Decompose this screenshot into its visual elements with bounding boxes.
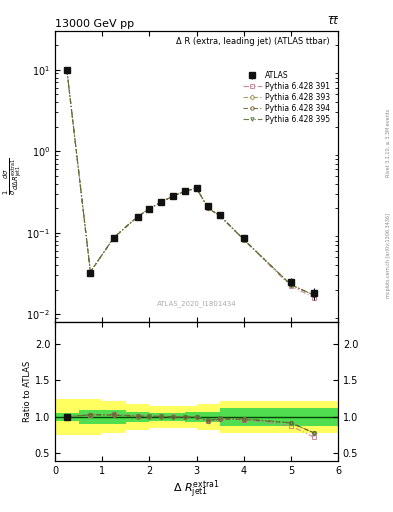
Pythia 6.428 391 — [135, 214, 140, 220]
Pythia 6.428 395 — [112, 234, 116, 240]
Pythia 6.428 391 — [112, 234, 116, 240]
Pythia 6.428 391 — [312, 294, 317, 301]
Pythia 6.428 395 — [159, 199, 163, 205]
Pythia 6.428 395 — [218, 212, 222, 219]
Pythia 6.428 393 — [218, 212, 222, 219]
Pythia 6.428 394 — [112, 234, 116, 241]
Pythia 6.428 394 — [194, 185, 199, 191]
Pythia 6.428 393 — [241, 236, 246, 242]
Pythia 6.428 391 — [194, 185, 199, 191]
Pythia 6.428 391 — [147, 205, 152, 211]
Pythia 6.428 391 — [159, 199, 163, 205]
Pythia 6.428 393 — [88, 269, 93, 275]
Pythia 6.428 395 — [88, 269, 93, 275]
Pythia 6.428 394 — [135, 214, 140, 220]
Pythia 6.428 395 — [194, 185, 199, 191]
Pythia 6.428 394 — [147, 206, 152, 212]
Pythia 6.428 395 — [206, 205, 211, 211]
Pythia 6.428 394 — [312, 292, 317, 298]
Pythia 6.428 391 — [288, 283, 293, 289]
Text: t̅t̅: t̅t̅ — [329, 16, 338, 26]
Pythia 6.428 394 — [182, 188, 187, 195]
Text: 13000 GeV pp: 13000 GeV pp — [55, 18, 134, 29]
Pythia 6.428 395 — [182, 188, 187, 195]
Pythia 6.428 395 — [135, 214, 140, 220]
Text: mcplots.cern.ch [arXiv:1306.3436]: mcplots.cern.ch [arXiv:1306.3436] — [386, 214, 391, 298]
Pythia 6.428 391 — [64, 67, 69, 73]
Pythia 6.428 391 — [182, 188, 187, 195]
Legend: ATLAS, Pythia 6.428 391, Pythia 6.428 393, Pythia 6.428 394, Pythia 6.428 395: ATLAS, Pythia 6.428 391, Pythia 6.428 39… — [241, 70, 331, 125]
Pythia 6.428 395 — [64, 67, 69, 73]
Pythia 6.428 391 — [88, 269, 93, 275]
Line: Pythia 6.428 393: Pythia 6.428 393 — [65, 68, 316, 297]
Pythia 6.428 393 — [288, 282, 293, 288]
Pythia 6.428 394 — [64, 67, 69, 73]
Y-axis label: Ratio to ATLAS: Ratio to ATLAS — [23, 361, 32, 422]
Text: ATLAS_2020_I1801434: ATLAS_2020_I1801434 — [157, 301, 236, 308]
Pythia 6.428 393 — [135, 214, 140, 220]
Pythia 6.428 391 — [206, 205, 211, 211]
Pythia 6.428 394 — [241, 237, 246, 243]
Pythia 6.428 393 — [312, 292, 317, 298]
Pythia 6.428 391 — [171, 193, 175, 199]
Line: Pythia 6.428 395: Pythia 6.428 395 — [65, 68, 316, 297]
Line: Pythia 6.428 391: Pythia 6.428 391 — [65, 68, 316, 299]
Pythia 6.428 395 — [171, 193, 175, 199]
Pythia 6.428 393 — [171, 193, 175, 199]
Pythia 6.428 394 — [288, 282, 293, 288]
Pythia 6.428 393 — [182, 188, 187, 195]
Pythia 6.428 394 — [171, 193, 175, 199]
Pythia 6.428 394 — [88, 269, 93, 275]
Text: Rivet 3.1.10, ≥ 3.3M events: Rivet 3.1.10, ≥ 3.3M events — [386, 109, 391, 178]
Pythia 6.428 391 — [218, 213, 222, 219]
Pythia 6.428 395 — [312, 292, 317, 298]
Pythia 6.428 395 — [147, 206, 152, 212]
Pythia 6.428 394 — [218, 213, 222, 219]
Pythia 6.428 393 — [194, 185, 199, 191]
Pythia 6.428 393 — [206, 205, 211, 211]
Y-axis label: $\frac{1}{\sigma}\frac{d\sigma}{d\Delta R_{\mathrm{jet1}}^{\mathrm{extra1}}}$: $\frac{1}{\sigma}\frac{d\sigma}{d\Delta … — [1, 158, 24, 195]
Pythia 6.428 393 — [64, 67, 69, 73]
X-axis label: $\Delta\ R_{\mathrm{jet1}}^{\mathrm{extra1}}$: $\Delta\ R_{\mathrm{jet1}}^{\mathrm{extr… — [173, 478, 220, 501]
Pythia 6.428 393 — [112, 234, 116, 241]
Pythia 6.428 395 — [288, 282, 293, 288]
Pythia 6.428 395 — [241, 236, 246, 242]
Pythia 6.428 394 — [159, 199, 163, 205]
Pythia 6.428 394 — [206, 205, 211, 211]
Text: Δ R (extra, leading jet) (ATLAS ttbar): Δ R (extra, leading jet) (ATLAS ttbar) — [176, 36, 329, 46]
Pythia 6.428 393 — [159, 199, 163, 205]
Pythia 6.428 393 — [147, 206, 152, 212]
Pythia 6.428 391 — [241, 237, 246, 243]
Line: Pythia 6.428 394: Pythia 6.428 394 — [65, 68, 316, 297]
